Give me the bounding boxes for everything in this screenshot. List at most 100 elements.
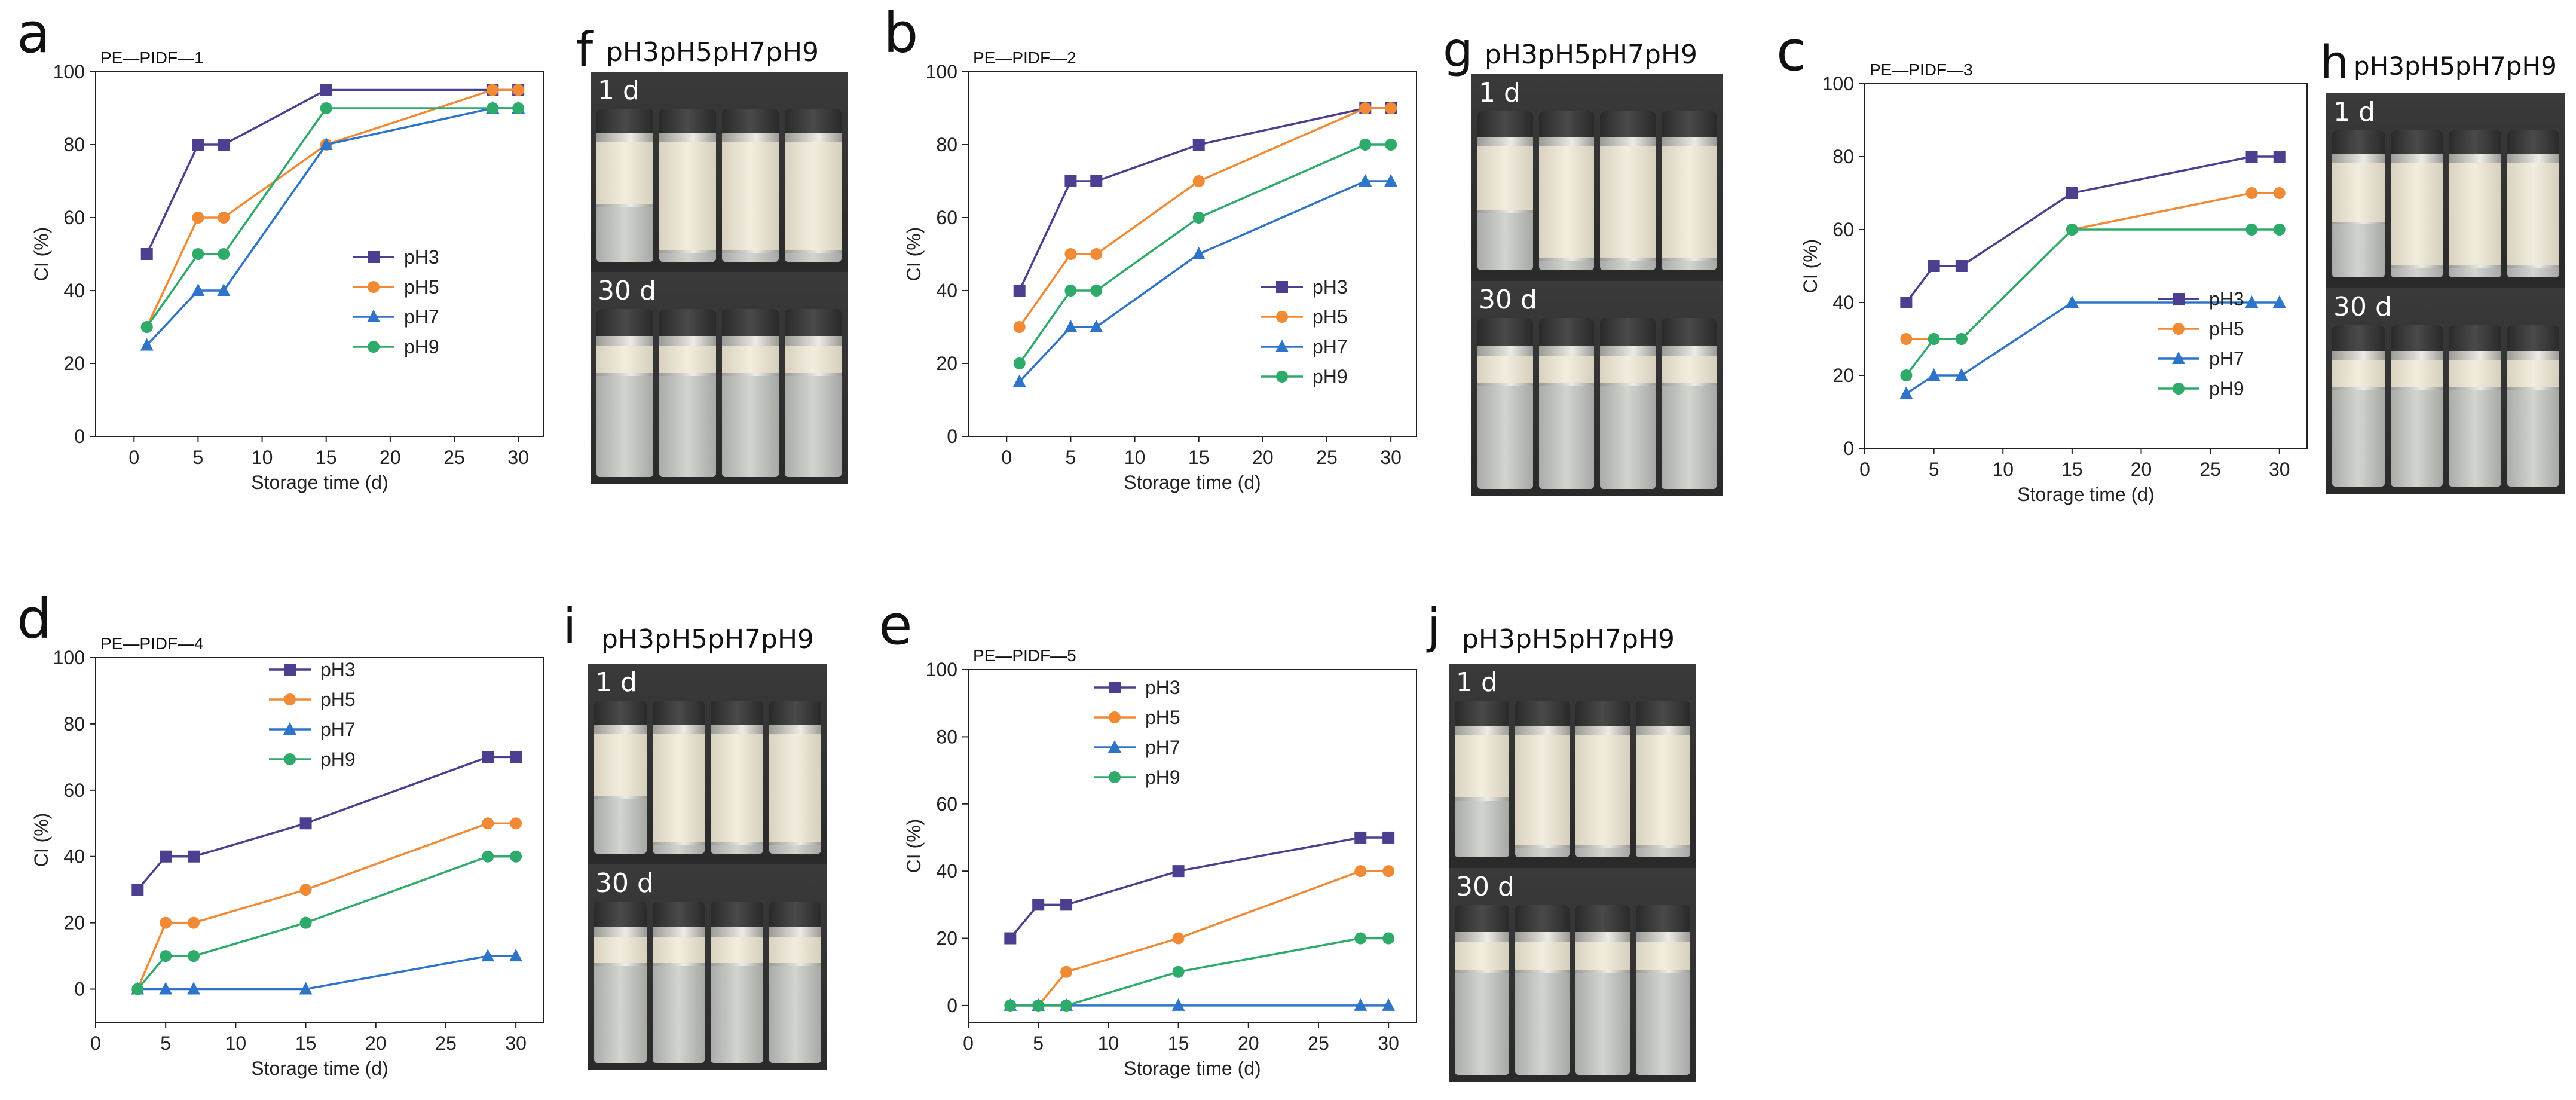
- vial-cream: [1661, 146, 1717, 258]
- data-point-ph9: [2066, 224, 2078, 236]
- vial-1: [596, 109, 653, 262]
- y-tick-label: 40: [936, 280, 957, 301]
- data-point-ph9: [140, 321, 153, 333]
- data-point-ph9: [320, 102, 332, 114]
- data-point-ph3: [1172, 865, 1185, 878]
- data-point-ph7: [2272, 295, 2286, 308]
- vial-cap: [1515, 701, 1570, 726]
- x-axis-label: Storage time (d): [1124, 472, 1261, 493]
- vial-cream: [594, 937, 647, 963]
- series-line-ph3: [1018, 107, 1391, 291]
- data-point-ph3: [482, 751, 494, 763]
- legend-label-ph5: pH5: [1145, 707, 1180, 728]
- y-tick-label: 0: [1843, 438, 1854, 459]
- data-point-ph7: [1354, 998, 1367, 1011]
- data-point-ph3: [160, 850, 172, 863]
- series-line-ph3: [136, 756, 516, 891]
- photo-panel-f: f pH3pH5pH7pH9 1 d 30 d: [562, 0, 849, 490]
- chart-c: PE—PIDF—3 0 20 40 60 80 100 0 5 10 15 20 25 30 Storage…: [1769, 48, 2325, 526]
- data-point-ph9: [1064, 285, 1077, 297]
- legend-marker-ph7: [283, 722, 296, 735]
- vial-cream: [1636, 942, 1690, 970]
- data-point-ph9: [131, 983, 144, 995]
- x-tick-label: 0: [1859, 459, 1870, 480]
- vial-3: [1600, 318, 1656, 489]
- panel-letter-a: a: [17, 1, 51, 65]
- vial-cap: [722, 109, 779, 133]
- data-point-ph5: [1900, 333, 1913, 345]
- y-axis-label: CI (%): [1800, 239, 1821, 294]
- vial-serum: [2390, 390, 2443, 487]
- data-point-ph9: [512, 102, 525, 114]
- legend-marker-ph5: [1276, 311, 1288, 323]
- x-tick-label: 25: [1308, 1032, 1329, 1054]
- x-axis-label: Storage time (d): [1124, 1058, 1261, 1079]
- data-point-ph5: [1192, 175, 1205, 187]
- x-tick-label: 5: [193, 447, 204, 468]
- x-tick-label: 5: [1033, 1032, 1044, 1054]
- data-point-ph9: [2245, 224, 2258, 236]
- data-point-ph3: [188, 850, 200, 863]
- legend-marker-ph9: [1276, 371, 1288, 383]
- vial-cream: [2332, 163, 2385, 222]
- vial-serum: [2332, 390, 2385, 487]
- vial-serum: [652, 966, 705, 1063]
- plot-frame: [968, 669, 1417, 1023]
- vial-serum: [596, 376, 653, 477]
- panel-letter-c: c: [1776, 19, 1807, 83]
- vial-1: [1455, 905, 1509, 1075]
- vial-4: [785, 109, 842, 262]
- x-tick-label: 10: [252, 447, 273, 468]
- data-point-ph3: [510, 751, 522, 763]
- x-tick-label: 10: [1992, 459, 2014, 480]
- vial-cap: [769, 701, 821, 725]
- vial-2: [1538, 318, 1594, 489]
- data-point-ph9: [1060, 999, 1073, 1012]
- legend-label-ph7: pH7: [320, 719, 356, 740]
- vial-1: [594, 701, 647, 854]
- y-tick-label: 0: [74, 979, 85, 1000]
- y-tick-label: 80: [63, 713, 85, 735]
- data-point-ph5: [1354, 865, 1367, 878]
- data-point-ph7: [1012, 374, 1026, 387]
- vial-cap: [2449, 325, 2501, 352]
- data-point-ph3: [1900, 297, 1913, 308]
- x-tick-label: 25: [435, 1032, 457, 1054]
- vial-cream: [1477, 146, 1533, 210]
- vial-cap: [2332, 325, 2385, 352]
- vial-1: [1455, 701, 1509, 857]
- panel-letter-d: d: [17, 587, 52, 651]
- y-tick-label: 60: [63, 207, 85, 228]
- vial-serum: [1455, 800, 1509, 857]
- vial-2: [1515, 701, 1570, 857]
- vial-4: [1636, 905, 1690, 1075]
- vial-cream: [596, 142, 653, 204]
- vial-3: [2449, 130, 2501, 277]
- vial-serum: [1600, 386, 1656, 489]
- y-tick-label: 100: [926, 61, 957, 82]
- data-point-ph3: [1192, 139, 1205, 151]
- vial-cream: [2390, 360, 2443, 387]
- vial-cream: [2390, 163, 2443, 266]
- data-point-ph9: [1004, 999, 1017, 1012]
- data-point-ph3: [1064, 175, 1077, 187]
- vial-cream: [1455, 735, 1509, 798]
- y-tick-label: 100: [926, 659, 957, 680]
- y-tick-label: 40: [63, 280, 85, 301]
- legend-label-ph5: pH5: [404, 276, 439, 298]
- vial-cap: [659, 109, 716, 133]
- legend-label-ph9: pH9: [404, 336, 439, 358]
- data-point-ph3: [2066, 187, 2078, 199]
- legend-label-ph3: pH3: [320, 659, 356, 680]
- y-axis-label: CI (%): [30, 813, 52, 867]
- x-tick-label: 15: [1188, 447, 1210, 468]
- x-tick-label: 25: [443, 447, 465, 468]
- vial-cap: [1600, 111, 1656, 137]
- vial-cream: [1661, 355, 1717, 383]
- x-axis-label: Storage time (d): [251, 1058, 388, 1079]
- vial-cream: [711, 937, 763, 963]
- vial-serum: [1661, 261, 1717, 270]
- data-point-ph3: [1090, 175, 1103, 187]
- photo-panel-h: h pH3pH5pH7pH9 1 d 30 d: [2319, 36, 2570, 502]
- vial-serum: [769, 966, 821, 1063]
